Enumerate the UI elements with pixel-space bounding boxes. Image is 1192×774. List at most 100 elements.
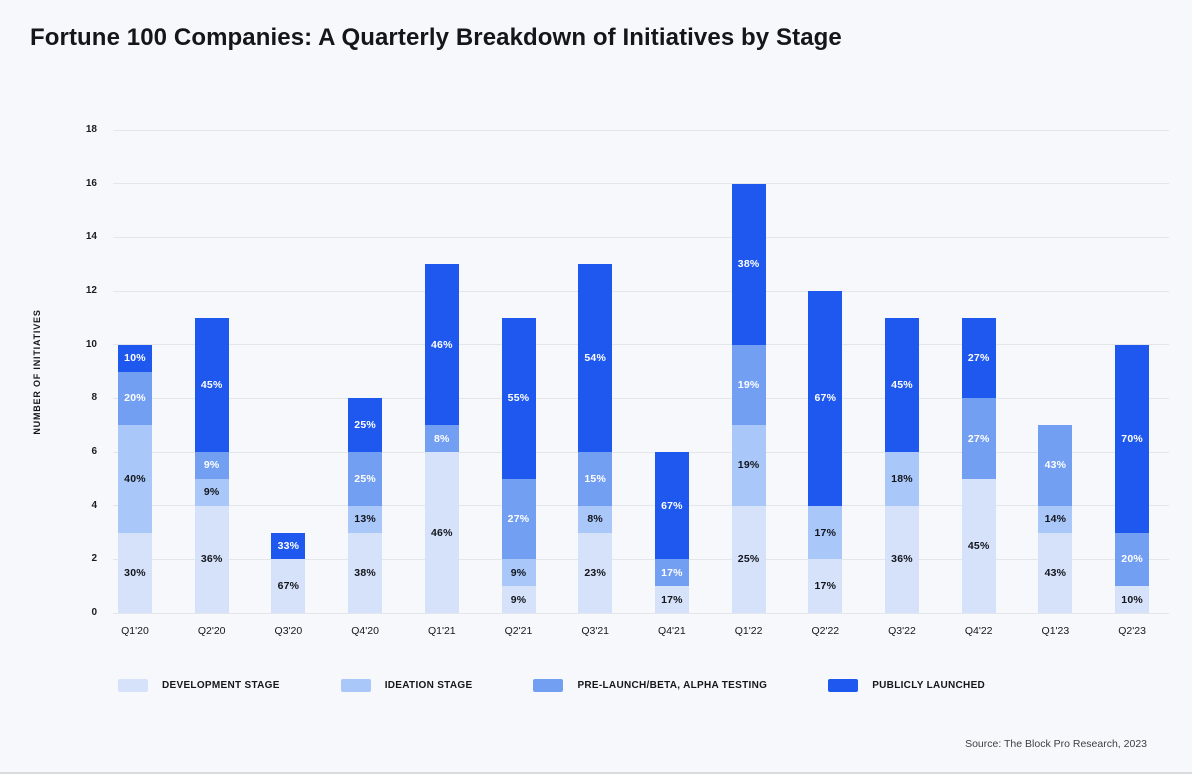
segment-launched-q2-20: 45%: [194, 317, 229, 452]
y-tick-label: 8: [91, 392, 97, 404]
gridline: [113, 505, 1169, 507]
segment-label: 25%: [354, 472, 376, 485]
segment-label: 17%: [661, 593, 683, 606]
segment-development-q1-21: 46%: [424, 452, 459, 613]
y-axis-title: NUMBER OF INITIATIVES: [32, 308, 42, 435]
segment-prelaunch-q4-21: 17%: [654, 559, 689, 587]
segment-label: 20%: [1121, 553, 1143, 566]
legend-swatch-ideation: [340, 678, 371, 692]
segment-label: 19%: [737, 378, 760, 391]
segment-ideation-q2-21: 9%: [501, 559, 536, 587]
segment-label: 9%: [203, 486, 220, 499]
gridline: [113, 397, 1169, 399]
y-tick-label: 12: [85, 285, 97, 296]
segment-label: 27%: [507, 513, 530, 526]
segment-label: 17%: [814, 526, 837, 539]
segment-prelaunch-q2-23: 20%: [1115, 532, 1150, 587]
segment-label: 30%: [124, 566, 146, 579]
segment-development-q1-20: 30%: [118, 532, 152, 613]
segment-label: 8%: [433, 432, 450, 445]
segment-label: 45%: [967, 539, 990, 552]
legend-label: DEVELOPMENT STAGE: [162, 679, 280, 691]
segment-launched-q2-23: 70%: [1115, 344, 1150, 533]
x-tick-label: Q3'21: [581, 625, 610, 637]
segment-label: 9%: [203, 459, 220, 472]
segment-development-q2-20: 36%: [194, 505, 229, 613]
x-tick-label: Q1'23: [1041, 625, 1070, 637]
segment-development-q1-22: 25%: [731, 505, 766, 613]
segment-launched-q1-22: 38%: [731, 183, 766, 345]
y-tick-label: 0: [91, 607, 97, 618]
bar-q4-20: 38% 13% 25% 25%: [348, 130, 383, 613]
segment-label: 43%: [1044, 566, 1067, 579]
y-tick-label: 4: [91, 499, 97, 511]
bar-q3-21: 23% 8% 15% 54%: [578, 130, 613, 613]
segment-label: 9%: [510, 593, 527, 606]
segment-label: 8%: [587, 513, 603, 526]
segment-development-q4-21: 17%: [654, 586, 689, 613]
segment-prelaunch-q2-20: 9%: [194, 452, 229, 479]
segment-label: 54%: [584, 352, 607, 365]
segment-prelaunch-q3-21: 15%: [578, 452, 613, 506]
segment-launched-q1-20: 10%: [118, 344, 152, 372]
segment-ideation-q1-20: 40%: [118, 425, 152, 533]
segment-ideation-q3-22: 18%: [885, 452, 919, 506]
gridline: [113, 344, 1169, 346]
segment-prelaunch-q4-22: 27%: [961, 398, 996, 479]
legend-item-ideation: IDEATION STAGE: [340, 678, 473, 692]
segment-ideation-q4-20: 13%: [348, 505, 383, 533]
x-tick-label: Q4'20: [351, 625, 379, 637]
segment-label: 70%: [1121, 432, 1143, 445]
segment-prelaunch-q1-21: 8%: [424, 425, 459, 452]
segment-label: 23%: [584, 566, 607, 579]
segment-label: 46%: [430, 526, 453, 539]
bar-q2-21: 9% 9% 27% 55%: [501, 130, 536, 613]
segment-ideation-q2-22: 17%: [808, 505, 843, 560]
gridline: [113, 451, 1169, 453]
bottom-divider: [0, 772, 1192, 774]
segment-label: 45%: [891, 378, 913, 391]
bar-q2-22: 17% 17% 67%: [808, 130, 843, 613]
segment-label: 67%: [277, 580, 300, 593]
x-tick-label: Q4'22: [964, 625, 993, 637]
segment-label: 33%: [277, 539, 300, 552]
segment-label: 13%: [354, 513, 376, 526]
segment-label: 25%: [737, 553, 760, 566]
legend-item-development: DEVELOPMENT STAGE: [118, 678, 280, 692]
legend-swatch-launched: [828, 678, 859, 692]
legend-label: PRE-LAUNCH/BETA, ALPHA TESTING: [577, 679, 768, 691]
segment-development-q3-21: 23%: [578, 532, 613, 613]
segment-development-q2-22: 17%: [808, 559, 843, 613]
segment-prelaunch-q1-22: 19%: [731, 344, 766, 426]
y-tick-label: 14: [85, 231, 97, 243]
segment-ideation-q2-20: 9%: [194, 478, 229, 506]
legend-label: PUBLICLY LAUNCHED: [872, 679, 986, 691]
segment-label: 27%: [967, 352, 990, 365]
bar-q2-20: 36% 9% 9% 45%: [194, 130, 229, 613]
segment-label: 36%: [200, 553, 223, 566]
bar-q3-20: 67% 33%: [271, 130, 306, 613]
x-tick-label: Q2'20: [197, 625, 226, 637]
segment-launched-q1-21: 46%: [424, 264, 459, 426]
segment-development-q4-22: 45%: [961, 478, 996, 613]
legend-item-prelaunch: PRE-LAUNCH/BETA, ALPHA TESTING: [533, 678, 768, 692]
segment-label: 25%: [354, 419, 376, 432]
x-tick-label: Q2'22: [811, 625, 840, 637]
segment-development-q2-21: 9%: [501, 586, 536, 613]
page-title: Fortune 100 Companies: A Quarterly Break…: [30, 24, 842, 51]
segment-label: 67%: [814, 392, 837, 405]
y-tick-label: 16: [85, 177, 97, 189]
y-tick-label: 6: [91, 446, 97, 457]
segment-label: 18%: [891, 472, 913, 485]
bar-q2-23: 10% 20% 70%: [1115, 130, 1150, 613]
segment-prelaunch-q1-23: 43%: [1038, 425, 1073, 506]
segment-development-q4-20: 38%: [348, 532, 383, 613]
segment-development-q2-23: 10%: [1115, 586, 1150, 613]
bar-q1-20: 30% 40% 20% 10%: [118, 130, 152, 613]
segment-label: 19%: [737, 459, 760, 472]
segment-label: 15%: [584, 472, 607, 485]
segment-development-q1-23: 43%: [1038, 532, 1073, 613]
x-tick-label: Q3'22: [888, 625, 916, 637]
gridline: [113, 183, 1169, 185]
